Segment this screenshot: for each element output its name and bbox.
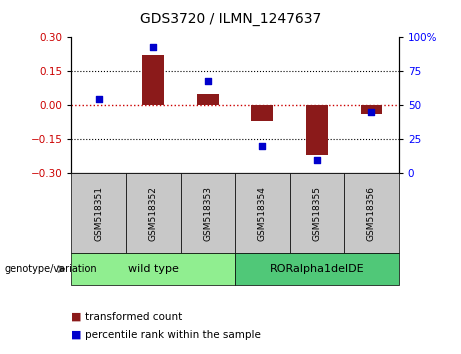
Text: GSM518351: GSM518351 [94,186,103,241]
Text: transformed count: transformed count [85,312,183,322]
Point [204,78,212,84]
Bar [252,105,273,121]
Text: GSM518354: GSM518354 [258,186,267,241]
Text: GSM518353: GSM518353 [203,186,213,241]
Bar [142,55,164,105]
Bar [197,94,219,105]
Text: percentile rank within the sample: percentile rank within the sample [85,330,261,339]
Text: ■: ■ [71,312,82,322]
Text: GDS3720 / ILMN_1247637: GDS3720 / ILMN_1247637 [140,12,321,27]
Bar [306,105,328,155]
Point [149,44,157,50]
Text: RORalpha1delDE: RORalpha1delDE [270,264,364,274]
Point [95,96,102,101]
Point [368,109,375,115]
Point [313,157,321,163]
Text: GSM518355: GSM518355 [313,186,321,241]
Text: GSM518356: GSM518356 [367,186,376,241]
Text: ■: ■ [71,330,82,339]
Point [259,143,266,149]
Bar [361,105,382,114]
Text: GSM518352: GSM518352 [149,186,158,241]
Text: wild type: wild type [128,264,179,274]
Text: genotype/variation: genotype/variation [5,264,97,274]
